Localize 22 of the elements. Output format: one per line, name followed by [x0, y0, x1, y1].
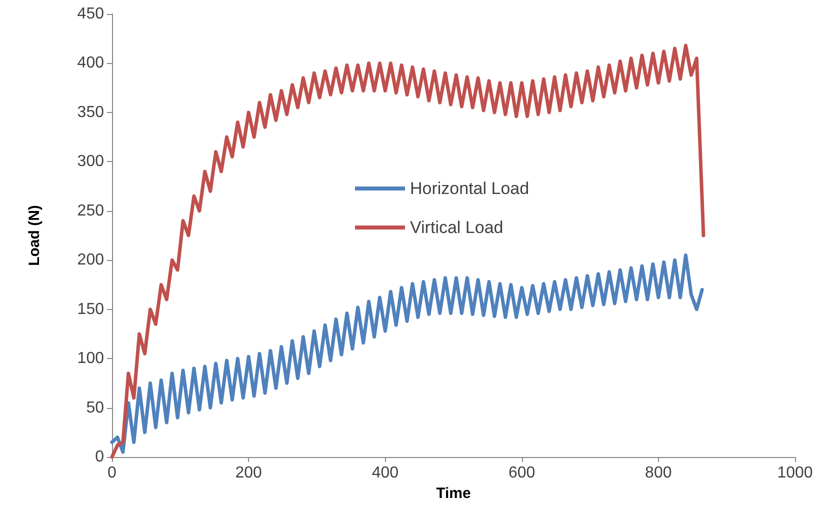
- x-tick-label: 400: [372, 464, 399, 482]
- x-tick-label: 600: [508, 464, 536, 482]
- y-tick-label: 150: [77, 300, 104, 318]
- x-tick-label: 800: [645, 464, 672, 482]
- y-tick-label: 450: [77, 6, 104, 22]
- y-tick-label: 0: [95, 448, 104, 466]
- x-tick-label: 200: [235, 464, 262, 482]
- y-tick-label: 350: [77, 104, 104, 121]
- y-axis-title: Load (N): [26, 205, 43, 266]
- line-series: [110, 253, 704, 454]
- y-tick-label: 400: [77, 54, 104, 72]
- legend-label: Virtical Load: [410, 218, 504, 237]
- y-tick-label: 250: [77, 202, 104, 220]
- y-tick-label: 200: [77, 252, 104, 269]
- x-tick-label: 0: [108, 464, 117, 482]
- x-axis-title: Time: [436, 484, 471, 502]
- line-series: [110, 44, 706, 459]
- x-tick-label: 1000: [777, 464, 813, 482]
- y-tick-label: 50: [86, 399, 104, 416]
- legend-label: Horizontal Load: [410, 179, 530, 198]
- y-tick-label: 300: [77, 153, 104, 170]
- y-tick-label: 100: [77, 350, 104, 368]
